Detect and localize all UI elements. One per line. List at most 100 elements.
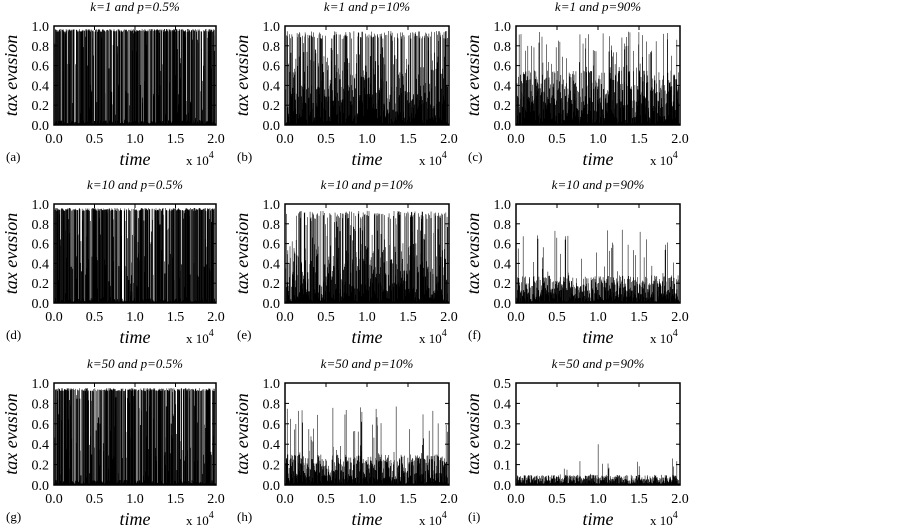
series-trace [54,207,215,303]
x-tick-label: 0.5 [317,132,335,147]
y-tick-label: 0.4 [32,79,50,94]
x-tick-label: 0.0 [507,132,525,147]
y-tick-label: 0.2 [494,438,512,453]
panel-label: (i) [468,509,480,524]
x-tick-label: 0.0 [276,310,294,325]
x-tick-label: 1.5 [399,310,417,325]
y-tick-label: 0.6 [263,418,281,433]
y-tick-label: 0.2 [263,99,281,114]
x-axis-label: time [583,149,614,169]
y-tick-label: 1.0 [32,198,50,213]
x-tick-label: 1.0 [589,310,607,325]
x-tick-label: 1.5 [399,132,417,147]
x-tick-label: 0.5 [317,310,335,325]
panel-label: (g) [6,509,21,524]
x-tick-label: 1.5 [399,492,417,507]
y-tick-label: 1.0 [263,20,281,35]
x-scale-factor: x 104 [186,150,214,168]
y-tick-label: 0.0 [32,479,50,494]
y-tick-label: 0.2 [32,99,50,114]
y-tick-label: 0.8 [32,40,50,55]
x-tick-label: 0.0 [45,492,63,507]
x-axis-label: time [352,149,383,169]
y-tick-label: 0.4 [494,397,512,412]
panel-title: k=10 and p=90% [552,177,645,192]
x-tick-label: 2.0 [440,310,458,325]
series-trace [285,406,448,485]
y-tick-label: 0.8 [494,40,512,55]
y-tick-label: 1.0 [494,198,512,213]
x-tick-label: 1.5 [167,132,185,147]
x-axis-label: time [120,509,151,525]
x-tick-label: 0.5 [86,492,104,507]
x-tick-label: 1.5 [630,310,648,325]
x-tick-label: 0.0 [507,310,525,325]
series-trace [516,229,679,303]
series-trace [54,28,215,125]
y-tick-label: 0.8 [32,218,50,233]
y-tick-label: 0.4 [32,257,50,272]
x-tick-label: 1.0 [126,492,144,507]
y-tick-label: 0.2 [494,277,512,292]
y-tick-label: 0.8 [263,218,281,233]
x-scale-factor: x 104 [650,328,678,346]
y-axis-label: tax evasion [232,35,252,116]
series-trace [516,31,679,125]
y-axis-label: tax evasion [1,35,21,116]
panel-b: k=1 and p=10% 0.0 0.2 0.4 0.6 0.8 1.0 0.0 0.5 1.0… [232,0,458,169]
y-tick-label: 1.0 [263,198,281,213]
x-tick-label: 1.0 [358,310,376,325]
panel-label: (b) [237,149,252,164]
panel-title: k=50 and p=0.5% [87,356,183,371]
x-axis-label: time [583,327,614,347]
y-tick-label: 0.6 [494,60,512,75]
y-tick-label: 0.6 [263,238,281,253]
x-scale-factor: x 104 [650,150,678,168]
panel-e: k=10 and p=10% 0.0 0.2 0.4 0.6 0.8 1.0 0.0 0.5 1.… [232,177,458,347]
x-scale-factor: x 104 [419,150,447,168]
y-tick-label: 0.6 [32,418,50,433]
panel-label: (h) [237,509,252,524]
x-tick-label: 0.0 [276,492,294,507]
x-tick-label: 2.0 [671,310,689,325]
y-axis-label: tax evasion [463,35,483,116]
panel-c: k=1 and p=90% 0.0 0.2 0.4 0.6 0.8 1.0 0.0 0.5 1.0… [463,0,689,169]
y-tick-label: 0.6 [494,238,512,253]
y-tick-label: 0.8 [494,218,512,233]
x-tick-label: 1.5 [630,492,648,507]
panel-label: (e) [237,327,251,342]
x-tick-label: 1.0 [126,310,144,325]
x-axis-label: time [120,149,151,169]
y-tick-label: 0.6 [32,238,50,253]
y-tick-label: 0.4 [263,79,281,94]
y-tick-label: 1.0 [32,377,50,392]
series-trace [285,210,448,303]
x-scale-factor: x 104 [186,328,214,346]
y-tick-label: 0.4 [263,257,281,272]
y-tick-label: 1.0 [263,377,281,392]
x-tick-label: 2.0 [671,492,689,507]
y-tick-label: 0.0 [263,119,281,134]
x-scale-factor: x 104 [186,510,214,525]
panel-label: (d) [6,327,21,342]
y-tick-label: 0.0 [263,297,281,312]
y-tick-label: 0.0 [32,297,50,312]
y-tick-label: 0.2 [494,99,512,114]
panel-a: k=1 and p=0.5% 0.0 0.2 0.4 0.6 0.8 1.0 0.0 0.5 1.… [1,0,225,169]
x-scale-factor: x 104 [419,510,447,525]
y-tick-label: 0.6 [32,60,50,75]
x-tick-label: 0.5 [86,132,104,147]
y-axis-label: tax evasion [232,213,252,294]
x-tick-label: 2.0 [207,132,225,147]
panel-g: k=50 and p=0.5% 0.0 0.2 0.4 0.6 0.8 1.0 0.0 0.5 1… [1,356,225,525]
x-tick-label: 2.0 [207,310,225,325]
series-trace [516,444,679,485]
y-tick-label: 0.2 [263,277,281,292]
x-axis-label: time [352,327,383,347]
y-tick-label: 0.0 [263,479,281,494]
y-tick-label: 0.2 [32,459,50,474]
panel-i: k=50 and p=90% 0.0 0.1 0.2 0.3 0.4 0.5 0.0 0.5 1.… [463,356,689,525]
x-tick-label: 0.0 [45,310,63,325]
x-tick-label: 1.0 [126,132,144,147]
x-tick-label: 2.0 [440,132,458,147]
